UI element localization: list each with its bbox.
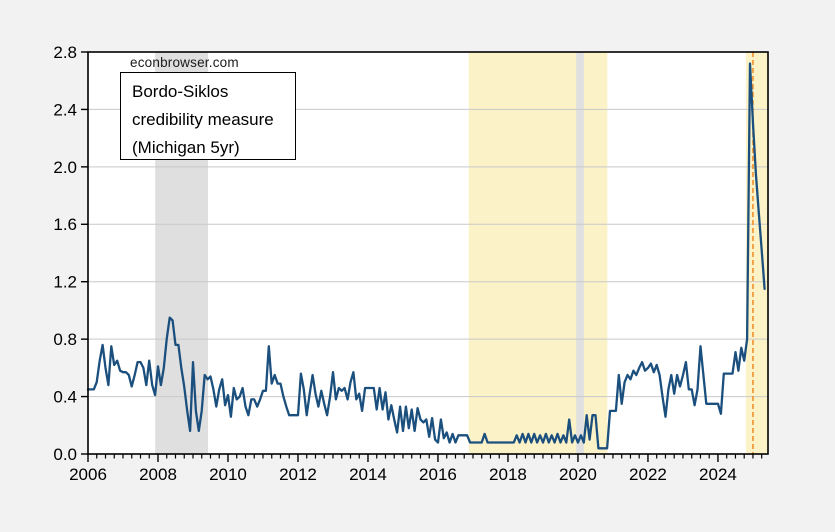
x-tick-label: 2006 [69,465,107,484]
x-tick-label: 2008 [139,465,177,484]
x-tick-label: 2018 [489,465,527,484]
band-highlight [745,52,768,454]
x-tick-label: 2024 [699,465,737,484]
y-tick-label: 2.0 [53,158,77,177]
y-tick-label: 0.0 [53,445,77,464]
x-tick-label: 2014 [349,465,387,484]
band-highlight [468,52,608,454]
y-tick-label: 2.8 [53,43,77,62]
annotation-box: Bordo-Siklos credibility measure (Michig… [120,72,296,160]
y-tick-label: 0.4 [53,388,77,407]
annotation-line-3: (Michigan 5yr) [132,138,240,157]
band-recession [576,52,584,454]
watermark-text: econbrowser.com [130,55,239,70]
y-tick-label: 2.4 [53,100,77,119]
annotation-line-1: Bordo-Siklos [132,82,229,101]
y-tick-label: 1.2 [53,273,77,292]
x-tick-label: 2016 [419,465,457,484]
series-line [86,62,766,450]
y-tick-label: 0.8 [53,330,77,349]
x-tick-label: 2022 [629,465,667,484]
x-tick-label: 2010 [209,465,247,484]
y-tick-label: 1.6 [53,215,77,234]
x-tick-label: 2012 [279,465,317,484]
annotation-line-2: credibility measure [132,110,274,129]
plot-border [87,51,769,455]
x-tick-label: 2020 [559,465,597,484]
